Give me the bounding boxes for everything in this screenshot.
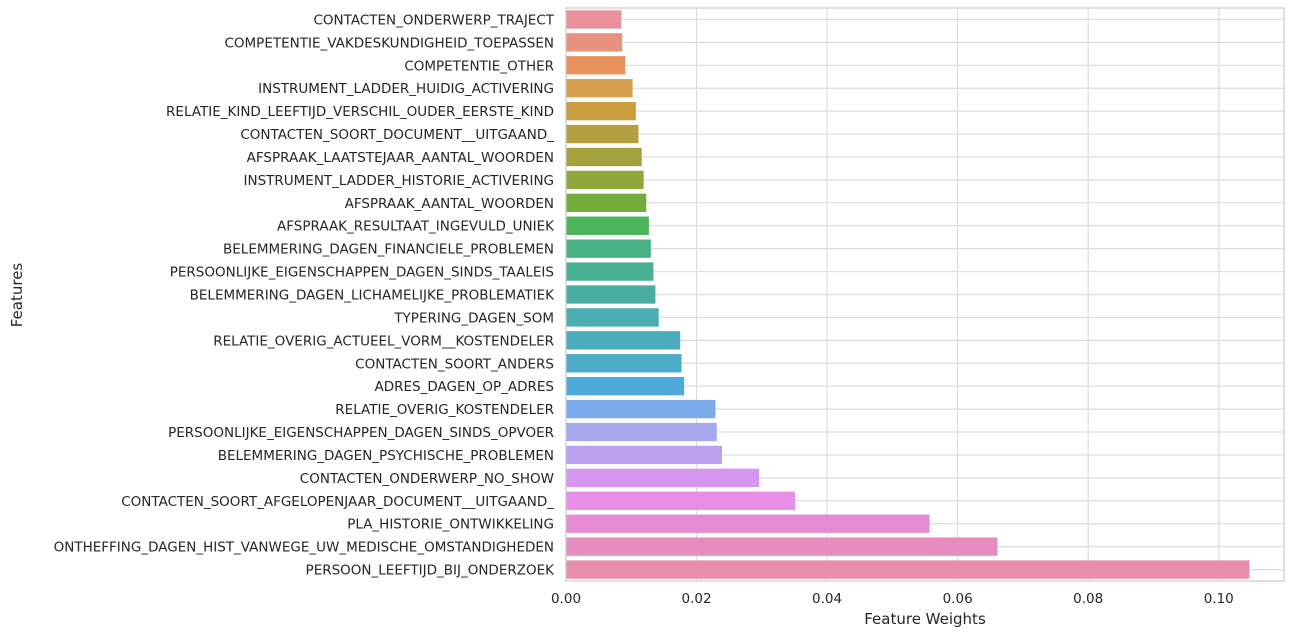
y-tick-label: AFSPRAAK_LAATSTEJAAR_AANTAL_WOORDEN xyxy=(247,150,554,166)
plot-frame xyxy=(565,7,1285,582)
y-tick-label: BELEMMERING_DAGEN_FINANCIELE_PROBLEMEN xyxy=(223,242,554,258)
x-tick-label: 0.04 xyxy=(812,591,842,607)
bar xyxy=(566,308,659,327)
x-tick-label: 0.00 xyxy=(551,591,581,607)
bar xyxy=(566,491,796,510)
bar xyxy=(566,422,717,442)
y-tick-label: CONTACTEN_ONDERWERP_TRAJECT xyxy=(313,12,554,28)
bar xyxy=(566,239,651,258)
bar xyxy=(566,10,622,29)
x-tick-label: 0.08 xyxy=(1073,591,1103,607)
bar xyxy=(566,33,623,52)
bar xyxy=(566,560,1250,579)
y-tick-label: BELEMMERING_DAGEN_PSYCHISCHE_PROBLEMEN xyxy=(218,448,554,464)
grid-layer xyxy=(565,8,1284,581)
y-tick-label: ONTHEFFING_DAGEN_HIST_VANWEGE_UW_MEDISCH… xyxy=(54,540,554,556)
x-tick-labels: 0.00 0.02 0.04 0.06 0.08 0.10 xyxy=(551,591,1234,607)
y-tick-label: COMPETENTIE_OTHER xyxy=(404,58,554,74)
y-tick-label: TYPERING_DAGEN_SOM xyxy=(393,310,554,326)
y-tick-labels: CONTACTEN_ONDERWERP_TRAJECT COMPETENTIE_V… xyxy=(54,12,556,578)
bar xyxy=(566,262,654,281)
bar xyxy=(566,79,633,98)
bar xyxy=(566,147,642,167)
bar xyxy=(566,377,685,396)
bar xyxy=(566,124,639,144)
bar xyxy=(566,56,626,75)
x-tick-label: 0.02 xyxy=(682,591,712,607)
bar xyxy=(566,216,649,235)
x-axis-title: Feature Weights xyxy=(864,610,986,628)
bar xyxy=(566,331,681,350)
y-tick-label: RELATIE_OVERIG_KOSTENDELER xyxy=(335,402,554,418)
y-tick-label: PERSOON_LEEFTIJD_BIJ_ONDERZOEK xyxy=(306,563,556,579)
y-tick-label: PERSOONLIJKE_EIGENSCHAPPEN_DAGEN_SINDS_O… xyxy=(168,425,554,441)
y-axis-title: Features xyxy=(8,263,26,328)
y-tick-label: COMPETENTIE_VAKDESKUNDIGHEID_TOEPASSEN xyxy=(224,35,554,51)
y-tick-label: CONTACTEN_SOORT_AFGELOPENJAAR_DOCUMENT__… xyxy=(121,494,554,510)
y-tick-label: PLA_HISTORIE_ONTWIKKELING xyxy=(347,517,554,533)
bar xyxy=(566,101,636,121)
y-tick-label: CONTACTEN_SOORT_DOCUMENT__UITGAAND_ xyxy=(240,127,554,143)
bar xyxy=(566,170,644,190)
x-tick-label: 0.06 xyxy=(943,591,973,607)
y-tick-label: AFSPRAAK_AANTAL_WOORDEN xyxy=(345,196,554,212)
y-tick-label: RELATIE_KIND_LEEFTIJD_VERSCHIL_OUDER_EER… xyxy=(166,104,554,120)
bar xyxy=(566,514,930,533)
bar xyxy=(566,445,723,465)
y-tick-label: CONTACTEN_ONDERWERP_NO_SHOW xyxy=(300,471,554,487)
y-tick-label: RELATIE_OVERIG_ACTUEEL_VORM__KOSTENDELER xyxy=(213,333,554,349)
y-tick-label: PERSOONLIJKE_EIGENSCHAPPEN_DAGEN_SINDS_T… xyxy=(170,265,554,281)
x-tick-label: 0.10 xyxy=(1204,591,1234,607)
y-tick-label: BELEMMERING_DAGEN_LICHAMELIJKE_PROBLEMAT… xyxy=(190,288,555,304)
bar xyxy=(566,537,998,556)
bar xyxy=(566,399,716,419)
y-tick-label: CONTACTEN_SOORT_ANDERS xyxy=(355,356,554,372)
y-tick-label: INSTRUMENT_LADDER_HISTORIE_ACTIVERING xyxy=(244,173,555,189)
bar-layer xyxy=(566,10,1250,579)
bar xyxy=(566,354,682,373)
y-tick-label: ADRES_DAGEN_OP_ADRES xyxy=(375,379,554,395)
bar xyxy=(566,468,760,488)
bar xyxy=(566,193,647,212)
y-tick-label: INSTRUMENT_LADDER_HUIDIG_ACTIVERING xyxy=(258,81,554,97)
y-tick-label: AFSPRAAK_RESULTAAT_INGEVULD_UNIEK xyxy=(277,219,555,235)
bar xyxy=(566,285,656,304)
